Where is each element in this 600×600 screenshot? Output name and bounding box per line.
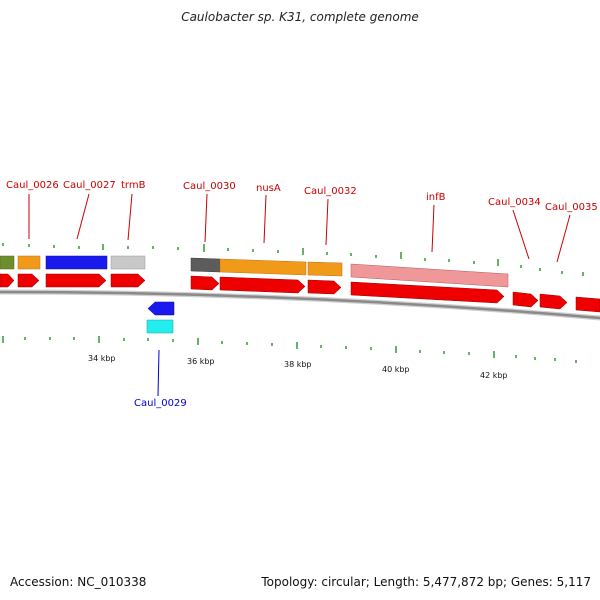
gene-label-caul-0032: Caul_0032 xyxy=(304,186,357,197)
scale-label-36kbp: 36 kbp xyxy=(187,357,215,366)
genome-backbone-line xyxy=(0,290,600,320)
inner-tick-row xyxy=(2,336,577,363)
gene-label-caul-0034: Caul_0034 xyxy=(488,197,541,208)
cog-box xyxy=(110,255,146,270)
cog-box xyxy=(219,258,307,276)
cds-arrow xyxy=(110,273,146,288)
cds-arrow xyxy=(17,273,40,288)
genome-backbone xyxy=(0,289,600,321)
genome-stats-text: Topology: circular; Length: 5,477,872 bp… xyxy=(261,575,591,589)
scale-label-34kbp: 34 kbp xyxy=(88,354,116,363)
cds-arrow xyxy=(575,296,600,313)
gene-label-caul-0029: Caul_0029 xyxy=(134,398,187,409)
cds-arrow xyxy=(45,273,107,288)
scale-label-40kbp: 40 kbp xyxy=(382,365,410,374)
cds-arrow xyxy=(307,279,342,295)
gene-label-caul-0030: Caul_0030 xyxy=(183,181,236,192)
cog-box xyxy=(307,261,343,277)
cds-arrow xyxy=(539,293,568,310)
cog-box xyxy=(190,257,221,273)
cog-track xyxy=(0,255,509,334)
gene-label-caul-0026: Caul_0026 xyxy=(6,180,59,191)
cog-box xyxy=(17,255,41,270)
gene-label-nusa: nusA xyxy=(256,183,281,194)
cds-arrow-reverse xyxy=(147,301,175,316)
cds-arrow xyxy=(190,275,220,291)
cds-arrow xyxy=(512,291,539,308)
cog-box xyxy=(0,255,15,270)
label-leaders xyxy=(28,193,571,397)
cog-box-reverse xyxy=(146,319,174,334)
gene-label-infb: infB xyxy=(426,192,446,203)
map-title: Caulobacter sp. K31, complete genome xyxy=(181,10,419,24)
cog-box xyxy=(350,263,509,288)
cds-arrow xyxy=(350,281,505,304)
outer-tick-row xyxy=(2,243,584,276)
cds-track xyxy=(0,273,600,316)
gene-label-trmb: trmB xyxy=(121,180,146,191)
gene-label-caul-0035: Caul_0035 xyxy=(545,202,598,213)
cds-arrow xyxy=(219,276,306,294)
accession-text: Accession: NC_010338 xyxy=(10,575,147,589)
scale-label-38kbp: 38 kbp xyxy=(284,360,312,369)
scale-labels: 34 kbp 36 kbp 38 kbp 40 kbp 42 kbp xyxy=(88,354,508,380)
cds-arrow xyxy=(0,273,15,288)
gene-labels: Caul_0026 Caul_0027 trmB Caul_0030 nusA … xyxy=(6,180,598,409)
cog-box xyxy=(45,255,108,270)
gene-label-caul-0027: Caul_0027 xyxy=(63,180,116,191)
scale-label-42kbp: 42 kbp xyxy=(480,371,508,380)
